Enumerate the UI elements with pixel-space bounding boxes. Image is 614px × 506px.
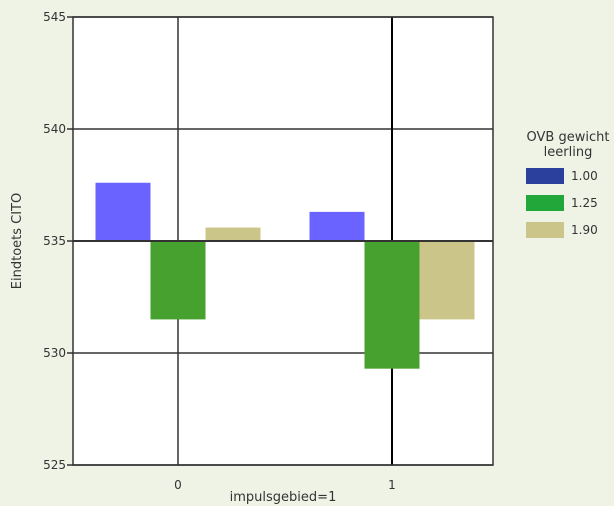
legend-label-1-00: 1.00 — [571, 169, 598, 183]
legend-swatch-1-25 — [526, 195, 564, 211]
bar-1-90-cat-1 — [419, 241, 475, 320]
legend-title-line-2: leerling — [544, 145, 593, 160]
legend-label-1-25: 1.25 — [571, 196, 598, 210]
y-tick-label: 530 — [43, 346, 66, 360]
y-tick-label: 525 — [43, 458, 66, 472]
y-tick-labels: 525 530 535 540 545 — [43, 10, 73, 472]
bar-1-25-cat-1 — [364, 241, 420, 369]
legend-items: 1.00 1.25 1.90 — [526, 168, 598, 238]
legend-label-1-90: 1.90 — [571, 223, 598, 237]
legend: OVB gewicht leerling 1.00 1.25 1.90 — [526, 130, 609, 238]
x-tick-label: 1 — [388, 478, 396, 492]
legend-swatch-1-00 — [526, 168, 564, 184]
legend-title-line-1: OVB gewicht — [527, 130, 610, 145]
bar-1-00-cat-1 — [309, 211, 365, 241]
y-axis-title: Eindtoets CITO — [10, 193, 25, 289]
x-tick-label: 0 — [174, 478, 182, 492]
y-tick-label: 545 — [43, 10, 66, 24]
x-axis-title: impulsgebied=1 — [230, 490, 337, 505]
legend-swatch-1-90 — [526, 222, 564, 238]
y-tick-label: 540 — [43, 122, 66, 136]
bar-1-00-cat-0 — [95, 182, 151, 241]
bar-1-90-cat-0 — [205, 227, 261, 241]
y-tick-label: 535 — [43, 234, 66, 248]
bars — [95, 182, 475, 369]
bar-1-25-cat-0 — [150, 241, 206, 320]
